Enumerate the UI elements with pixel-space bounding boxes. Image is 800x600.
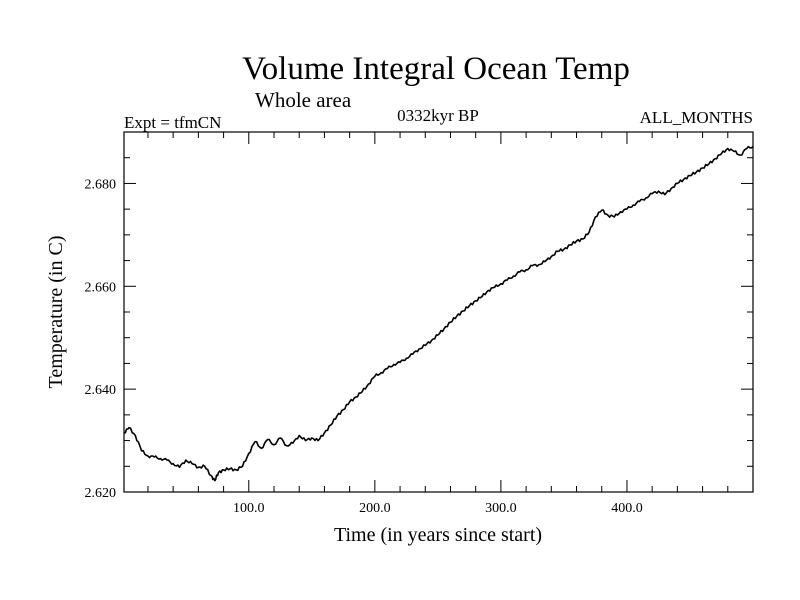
experiment-label: Expt = tfmCN: [124, 113, 221, 132]
x-tick-label: 400.0: [611, 501, 643, 516]
months-label: ALL_MONTHS: [640, 108, 753, 127]
y-axis-label: Temperature (in C): [45, 236, 67, 389]
x-axis-tick-labels: 100.0 200.0 300.0 400.0: [233, 501, 643, 516]
x-tick-label: 300.0: [485, 501, 517, 516]
chart-subtitle: Whole area: [255, 88, 352, 112]
x-tick-label: 100.0: [233, 501, 265, 516]
series-line: [123, 145, 754, 482]
x-tick-label: 200.0: [359, 501, 391, 516]
y-tick-label: 2.680: [85, 177, 117, 192]
y-axis-tick-labels: 2.620 2.640 2.660 2.680: [85, 177, 117, 501]
y-axis-ticks: [124, 131, 753, 493]
chart-title: Volume Integral Ocean Temp: [242, 51, 630, 87]
period-label: 0332kyr BP: [397, 106, 479, 125]
x-axis-label: Time (in years since start): [334, 524, 542, 546]
plot-frame: [123, 131, 754, 493]
y-tick-label: 2.620: [85, 486, 117, 501]
y-tick-label: 2.640: [85, 383, 117, 398]
y-tick-label: 2.660: [85, 280, 117, 295]
x-axis-ticks: [147, 132, 729, 492]
